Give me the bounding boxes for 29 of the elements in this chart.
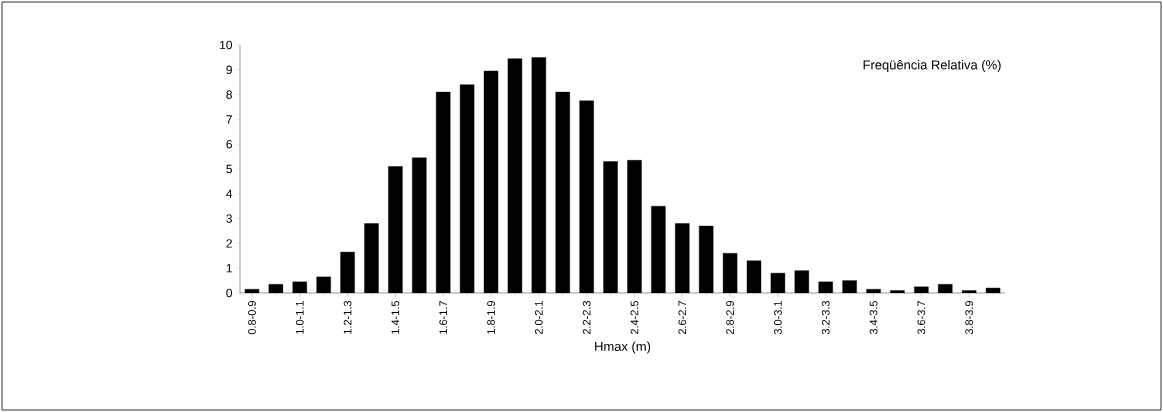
x-tick-label: 3.6-3.7 bbox=[917, 301, 926, 335]
x-tick-label: 2.6-2.7 bbox=[678, 301, 687, 335]
x-tick-label: 3.2-3.3 bbox=[821, 301, 830, 335]
text: Freqüência Relativa (%) bbox=[863, 59, 1001, 73]
y-tick-label: 10 bbox=[220, 40, 233, 50]
y-tick-label: 9 bbox=[226, 65, 232, 75]
y-tick-label: 6 bbox=[226, 139, 232, 149]
x-tick-label: 2.2-2.3 bbox=[582, 301, 591, 335]
x-tick-label: 1.6-1.7 bbox=[439, 301, 448, 334]
y-tick-label: 4 bbox=[226, 189, 233, 198]
y-tick-label: 7 bbox=[226, 115, 232, 124]
x-tick-label: 1.0-1.1 bbox=[295, 301, 304, 334]
y-tick-label: 0 bbox=[226, 288, 233, 298]
y-tick-label: 5 bbox=[226, 164, 232, 174]
y-tick-label: 2 bbox=[226, 239, 232, 248]
y-tick-label: 3 bbox=[226, 214, 232, 223]
y-tick-label: 8 bbox=[226, 90, 232, 99]
x-axis-title: Hmax (m) bbox=[595, 341, 651, 354]
x-tick-label: 1.2-1.3 bbox=[343, 301, 352, 334]
x-tick-label: 1.4-1.5 bbox=[391, 300, 400, 334]
x-tick-label: 3.8-3.9 bbox=[965, 301, 974, 335]
x-tick-label: 3.4-3.5 bbox=[869, 300, 878, 335]
y-tick-label: 1 bbox=[226, 264, 232, 273]
x-tick-label: 3.0-3.1 bbox=[774, 301, 782, 335]
x-tick-label: 2.4-2.5 bbox=[630, 300, 639, 335]
x-tick-label: 0.8-0.9 bbox=[248, 301, 256, 335]
x-tick-label: 2.0-2.1 bbox=[534, 301, 543, 335]
x-tick-label: 2.8-2.9 bbox=[726, 301, 734, 335]
x-tick-label: 1.8-1.9 bbox=[487, 301, 495, 334]
